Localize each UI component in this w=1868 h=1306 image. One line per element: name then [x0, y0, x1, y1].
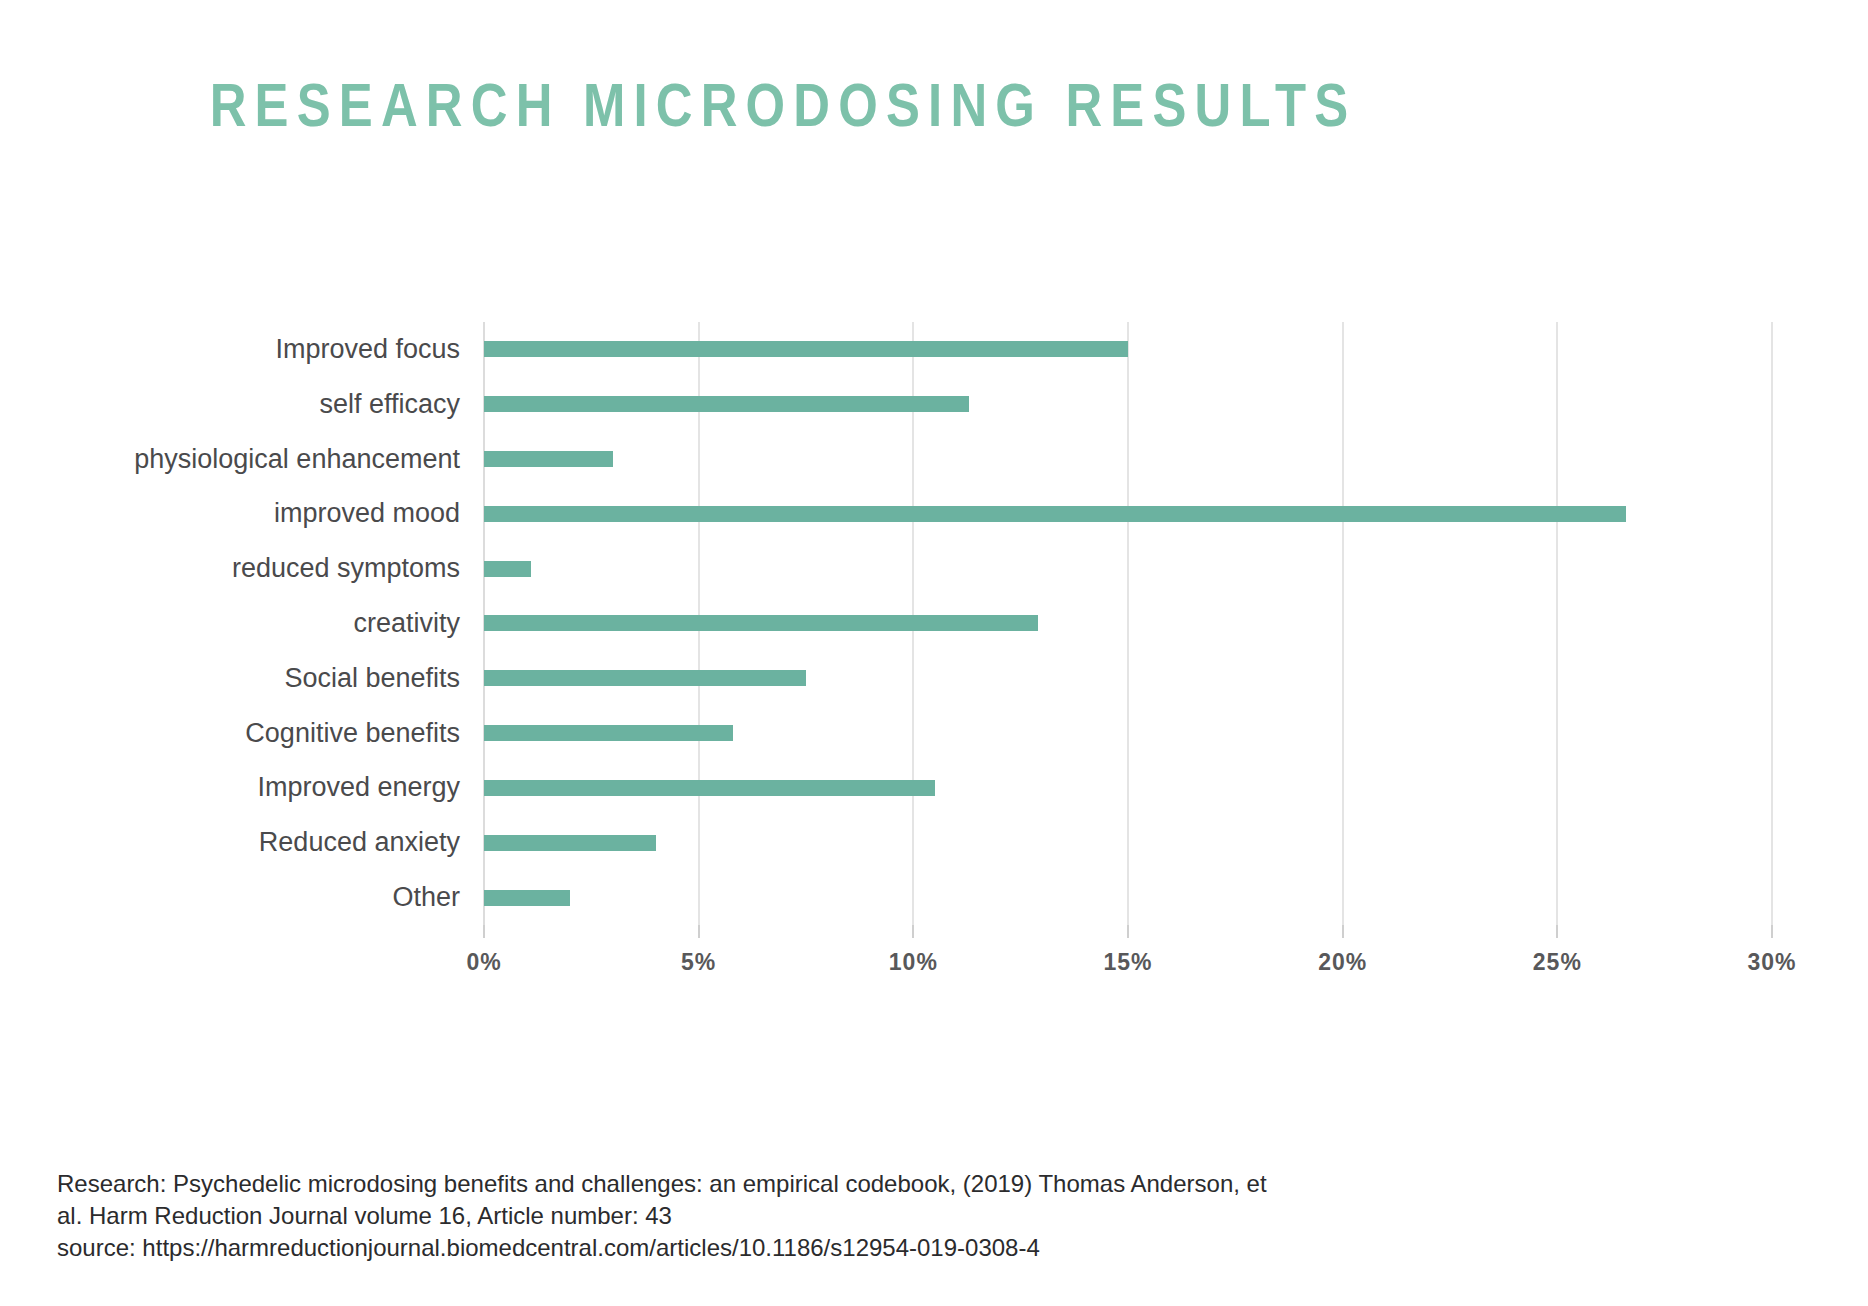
chart-row: Improved focus: [40, 322, 1772, 377]
chart-row: Other: [40, 870, 1772, 925]
bar: [484, 725, 733, 741]
category-label: improved mood: [40, 498, 484, 529]
chart-row: self efficacy: [40, 377, 1772, 432]
tick-label: 25%: [1533, 949, 1582, 976]
bar-zone: [484, 322, 1772, 377]
bar: [484, 890, 570, 906]
citation-line-3: source: https://harmreductionjournal.bio…: [57, 1232, 1557, 1264]
source-citation: Research: Psychedelic microdosing benefi…: [57, 1168, 1557, 1264]
tick-label: 15%: [1103, 949, 1152, 976]
bar-zone: [484, 432, 1772, 487]
bar: [484, 780, 935, 796]
bar: [484, 835, 656, 851]
citation-line-1: Research: Psychedelic microdosing benefi…: [57, 1168, 1557, 1200]
tick-mark: [483, 925, 485, 938]
chart-row: Reduced anxiety: [40, 815, 1772, 870]
category-label: self efficacy: [40, 389, 484, 420]
bar: [484, 396, 969, 412]
bar-zone: [484, 596, 1772, 651]
bar-zone: [484, 815, 1772, 870]
x-axis: 0%5%10%15%20%25%30%: [484, 925, 1772, 995]
chart-row: improved mood: [40, 486, 1772, 541]
bar-zone: [484, 761, 1772, 816]
page-root: RESEARCH MICRODOSING RESULTS Improved fo…: [0, 0, 1868, 1306]
bar-zone: [484, 706, 1772, 761]
tick-mark: [698, 925, 700, 938]
tick-label: 20%: [1318, 949, 1367, 976]
bar: [484, 506, 1626, 522]
tick-mark: [1127, 925, 1129, 938]
bar-zone: [484, 486, 1772, 541]
tick-mark: [1342, 925, 1344, 938]
category-label: reduced symptoms: [40, 553, 484, 584]
tick-label: 0%: [466, 949, 501, 976]
bar-zone: [484, 541, 1772, 596]
bar-chart: Improved focus self efficacy physiological…: [40, 322, 1772, 925]
bar-zone: [484, 651, 1772, 706]
category-label: creativity: [40, 608, 484, 639]
bar: [484, 561, 531, 577]
category-label: Social benefits: [40, 663, 484, 694]
category-label: Cognitive benefits: [40, 718, 484, 749]
chart-row: Social benefits: [40, 651, 1772, 706]
chart-row: Improved energy: [40, 761, 1772, 816]
bar-zone: [484, 870, 1772, 925]
category-label: physiological enhancement: [40, 444, 484, 475]
bar: [484, 615, 1038, 631]
tick-label: 5%: [681, 949, 716, 976]
bar-zone: [484, 377, 1772, 432]
bar: [484, 670, 806, 686]
chart-row: reduced symptoms: [40, 541, 1772, 596]
chart-row: creativity: [40, 596, 1772, 651]
tick-label: 30%: [1747, 949, 1796, 976]
category-label: Improved focus: [40, 334, 484, 365]
chart-row: physiological enhancement: [40, 432, 1772, 487]
chart-title: RESEARCH MICRODOSING RESULTS: [141, 70, 1425, 140]
category-label: Improved energy: [40, 772, 484, 803]
bar: [484, 341, 1128, 357]
tick-mark: [1771, 925, 1773, 938]
chart-row: Cognitive benefits: [40, 706, 1772, 761]
category-label: Reduced anxiety: [40, 827, 484, 858]
category-label: Other: [40, 882, 484, 913]
bar: [484, 451, 613, 467]
citation-line-2: al. Harm Reduction Journal volume 16, Ar…: [57, 1200, 1557, 1232]
tick-label: 10%: [889, 949, 938, 976]
tick-mark: [912, 925, 914, 938]
tick-mark: [1556, 925, 1558, 938]
